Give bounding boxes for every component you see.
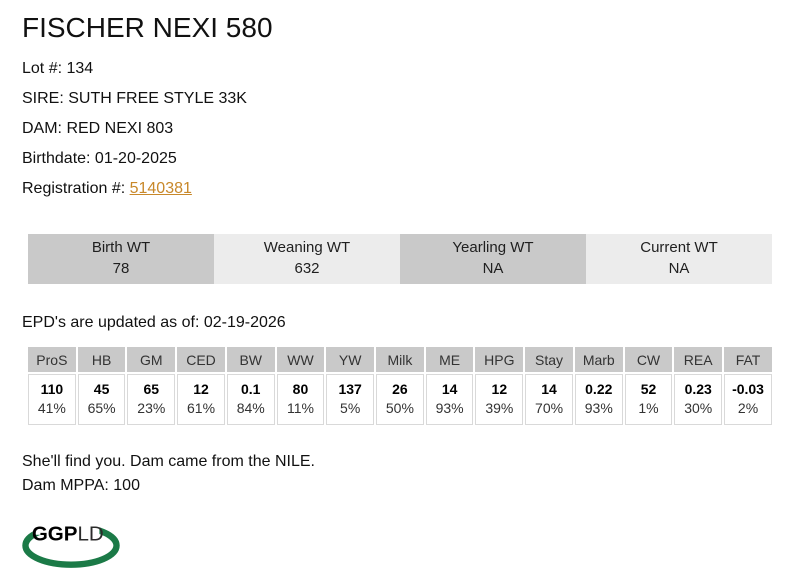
epd-value: 26 <box>392 381 408 398</box>
epd-cell: 0.1 84% <box>226 374 275 426</box>
epd-percentile: 50% <box>385 400 414 417</box>
ggpld-logo: GGPLD <box>22 520 772 576</box>
epd-cell: -0.03 2% <box>724 374 772 426</box>
epd-cell: 80 11% <box>276 374 325 426</box>
weight-value: 78 <box>112 260 130 278</box>
epd-value: 0.1 <box>241 381 261 398</box>
epd-cell: 137 5% <box>326 374 375 426</box>
note-line-2: Dam MPPA: 100 <box>22 477 140 495</box>
epd-value: 12 <box>193 381 209 398</box>
registration-label: Registration #: <box>22 180 130 198</box>
sire-line: SIRE: SUTH FREE STYLE 33K <box>22 90 247 108</box>
epd-value: 12 <box>491 381 508 398</box>
epd-percentile: 41% <box>37 400 66 417</box>
epd-percentile: 61% <box>187 400 216 417</box>
epd-cell: 12 61% <box>177 374 225 426</box>
weight-summary-table: Birth WT 78 Weaning WT 632 Yearling WT N… <box>28 234 772 285</box>
epd-updated-text: EPD's are updated as of: 02-19-2026 <box>22 314 286 332</box>
logo-text-light: LD <box>78 524 104 546</box>
footnotes: She'll find you. Dam came from the NILE.… <box>22 450 772 498</box>
epd-value: 14 <box>541 381 557 398</box>
epd-percentile: 5% <box>340 400 361 417</box>
epd-col-header: Stay <box>525 347 573 373</box>
epd-header-row: ProS HB GM CED BW WW YW Milk ME HPG Stay… <box>28 347 772 373</box>
epd-col-header: Marb <box>574 347 623 373</box>
epd-value: 110 <box>40 381 64 398</box>
page-title: FISCHER NEXI 580 <box>22 12 273 43</box>
epd-table: ProS HB GM CED BW WW YW Milk ME HPG Stay… <box>26 345 774 427</box>
lot-number-line: Lot #: 134 <box>22 60 94 78</box>
weight-label: Yearling WT <box>452 239 534 257</box>
epd-col-header: ME <box>425 347 474 373</box>
epd-value: 65 <box>143 381 160 398</box>
epd-col-header: WW <box>276 347 325 373</box>
epd-percentile: 70% <box>535 400 564 417</box>
epd-value: 80 <box>292 381 309 398</box>
ggpld-logo-icon: GGPLD <box>22 520 120 569</box>
weight-cell-weaning: Weaning WT 632 <box>214 234 400 285</box>
note-line-1: She'll find you. Dam came from the NILE. <box>22 453 315 471</box>
epd-col-header: GM <box>127 347 176 373</box>
weight-value: NA <box>482 260 504 278</box>
registration-number-link[interactable]: 5140381 <box>129 180 192 198</box>
epd-cell: 65 23% <box>127 374 176 426</box>
epd-value: 45 <box>93 381 110 398</box>
weight-value: NA <box>668 260 690 278</box>
epd-cell: 52 1% <box>624 374 673 426</box>
epd-cell: 26 50% <box>376 374 424 426</box>
weight-cell-birth: Birth WT 78 <box>28 234 214 285</box>
epd-cell: 12 39% <box>475 374 524 426</box>
dam-line: DAM: RED NEXI 803 <box>22 120 174 138</box>
epd-value: 137 <box>338 381 362 398</box>
epd-cell: 0.22 93% <box>574 374 623 426</box>
epd-value: 52 <box>640 381 657 398</box>
epd-col-header: FAT <box>724 347 772 373</box>
epd-col-header: REA <box>674 347 723 373</box>
svg-text:GGPLD: GGPLD <box>32 524 104 546</box>
epd-percentile: 39% <box>485 400 514 417</box>
epd-percentile: 65% <box>87 400 116 417</box>
epd-percentile: 93% <box>584 400 613 417</box>
epd-col-header: YW <box>326 347 375 373</box>
weight-cell-current: Current WT NA <box>586 234 772 285</box>
epd-percentile: 23% <box>137 400 166 417</box>
weight-cell-yearling: Yearling WT NA <box>400 234 586 285</box>
epd-cell: 0.23 30% <box>674 374 723 426</box>
weight-label: Weaning WT <box>263 239 351 257</box>
epd-percentile: 84% <box>236 400 265 417</box>
epd-cell: 14 70% <box>525 374 573 426</box>
epd-col-header: Milk <box>376 347 424 373</box>
epd-col-header: ProS <box>28 347 76 373</box>
epd-col-header: BW <box>226 347 275 373</box>
registration-line: Registration #: 5140381 <box>22 174 772 204</box>
epd-col-header: HB <box>77 347 126 373</box>
epd-value: 14 <box>441 381 458 398</box>
weight-label: Current WT <box>640 239 718 257</box>
epd-col-header: CED <box>177 347 225 373</box>
logo-text-bold: GGP <box>32 524 78 546</box>
epd-cell: 110 41% <box>28 374 76 426</box>
epd-value: -0.03 <box>732 381 764 398</box>
weight-label: Birth WT <box>91 239 151 257</box>
epd-col-header: HPG <box>475 347 524 373</box>
epd-percentile: 1% <box>638 400 659 417</box>
epd-cell: 45 65% <box>77 374 126 426</box>
epd-percentile: 2% <box>737 400 759 417</box>
epd-cell: 14 93% <box>425 374 474 426</box>
epd-value: 0.22 <box>585 381 613 398</box>
birthdate-line: Birthdate: 01-20-2025 <box>22 150 177 168</box>
epd-data-row: 110 41% 45 65% 65 23% 12 61% 0.1 84% 80 11% 13… <box>28 374 772 426</box>
epd-percentile: 30% <box>684 400 713 417</box>
weight-value: 632 <box>294 260 320 278</box>
epd-percentile: 93% <box>435 400 464 417</box>
epd-value: 0.23 <box>684 381 712 398</box>
epd-col-header: CW <box>624 347 673 373</box>
epd-percentile: 11% <box>286 400 314 417</box>
